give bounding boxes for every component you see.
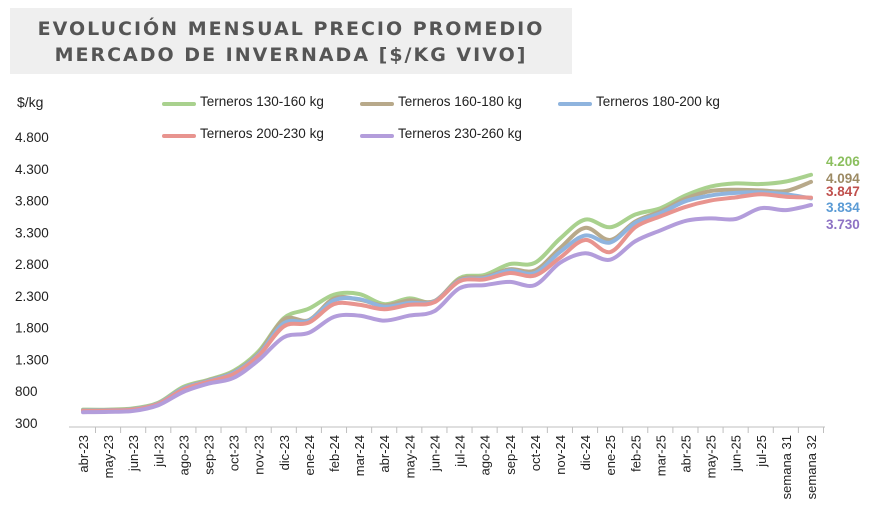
- y-tick-label: 1.300: [15, 352, 49, 367]
- legend-label: Terneros 160-180 kg: [398, 94, 522, 109]
- y-tick-label: 3.800: [15, 194, 49, 209]
- x-tick-label: nov-24: [553, 435, 568, 475]
- x-tick-label: semana 32: [804, 435, 819, 499]
- x-tick-label: dic-23: [277, 435, 292, 470]
- legend-item-130-160: Terneros 130-160 kg: [162, 94, 324, 109]
- x-tick-label: ene-24: [302, 435, 317, 475]
- y-tick-label: 2.800: [15, 257, 49, 272]
- series-line-160-180: [81, 179, 813, 413]
- chart-title-line-2: MERCADO DE INVERNADA [$/KG VIVO]: [54, 44, 528, 66]
- end-value-label-160-180: 4.094: [826, 171, 860, 186]
- y-tick-label: 300: [15, 416, 38, 431]
- x-tick-label: abr-25: [678, 435, 693, 473]
- end-value-label-130-160: 4.206: [826, 154, 860, 169]
- legend-label: Terneros 180-200 kg: [596, 94, 720, 109]
- x-tick-label: feb-25: [628, 435, 643, 472]
- x-tick-label: feb-24: [327, 435, 342, 472]
- end-value-label-230-260: 3.730: [826, 217, 860, 232]
- y-tick-label: 1.800: [15, 321, 49, 336]
- x-tick-label: jul-23: [151, 435, 166, 468]
- y-tick-label: 2.300: [15, 289, 49, 304]
- x-tick-label: ago-23: [176, 435, 191, 475]
- legend-swatch: [360, 134, 394, 138]
- x-tick-label: sep-24: [503, 435, 518, 475]
- x-tick-label: jul-25: [754, 435, 769, 468]
- legend-item-160-180: Terneros 160-180 kg: [360, 94, 522, 109]
- y-tick-label: 4.300: [15, 162, 49, 177]
- x-tick-label: mar-24: [352, 435, 367, 476]
- legend-label: Terneros 230-260 kg: [398, 126, 522, 141]
- series-line-230-260: [81, 203, 813, 415]
- x-tick-label: oct-24: [528, 435, 543, 471]
- x-tick-label: mar-25: [653, 435, 668, 476]
- x-tick-label: ene-25: [603, 435, 618, 475]
- x-tick-label: dic-24: [578, 435, 593, 470]
- legend-swatch: [162, 134, 196, 138]
- x-tick-label: jun-25: [729, 435, 744, 472]
- y-tick-label: 4.800: [15, 130, 49, 145]
- x-tick-label: oct-23: [227, 435, 242, 471]
- legend-label: Terneros 130-160 kg: [200, 94, 324, 109]
- x-tick-label: jun-23: [126, 435, 141, 472]
- legend-label: Terneros 200-230 kg: [200, 126, 324, 141]
- legend-item-230-260: Terneros 230-260 kg: [360, 126, 522, 141]
- x-tick-label: jun-24: [427, 435, 442, 472]
- x-tick-label: ago-24: [478, 435, 493, 475]
- x-tick-label: may-25: [704, 435, 719, 478]
- end-value-label-200-230: 3.847: [826, 184, 860, 199]
- legend-item-200-230: Terneros 200-230 kg: [162, 126, 324, 141]
- y-axis-label: $/kg: [17, 94, 43, 110]
- chart-title-box: EVOLUCIÓN MENSUAL PRECIO PROMEDIO MERCAD…: [10, 8, 572, 74]
- x-tick-label: nov-23: [252, 435, 267, 475]
- x-tick-label: semana 31: [779, 435, 794, 499]
- legend-item-180-200: Terneros 180-200 kg: [558, 94, 720, 109]
- legend-swatch: [558, 102, 592, 106]
- x-tick-label: may-24: [402, 435, 417, 478]
- chart-title-line-1: EVOLUCIÓN MENSUAL PRECIO PROMEDIO: [37, 18, 545, 40]
- x-tick-label: abr-24: [377, 435, 392, 473]
- x-tick-label: abr-23: [76, 435, 91, 473]
- end-value-label-180-200: 3.834: [826, 200, 860, 215]
- x-tick-label: may-23: [101, 435, 116, 478]
- y-tick-label: 800: [15, 384, 38, 399]
- x-tick-label: sep-23: [202, 435, 217, 475]
- legend-swatch: [360, 102, 394, 106]
- x-tick-label: jul-24: [453, 435, 468, 468]
- y-tick-label: 3.300: [15, 225, 49, 240]
- legend-swatch: [162, 102, 196, 106]
